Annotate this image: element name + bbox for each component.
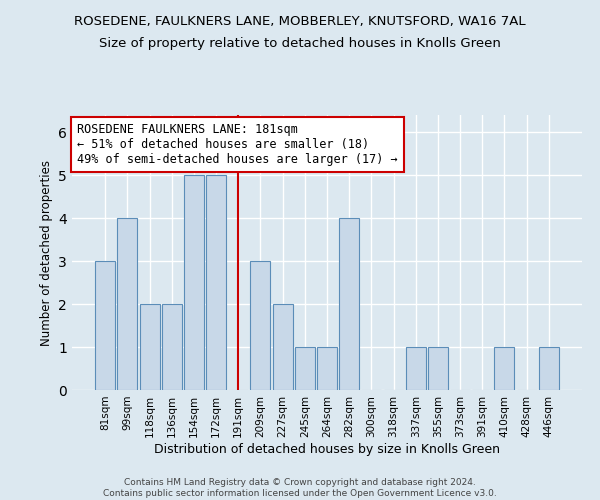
Bar <box>118 218 137 390</box>
Bar <box>250 261 271 390</box>
X-axis label: Distribution of detached houses by size in Knolls Green: Distribution of detached houses by size … <box>154 442 500 456</box>
Bar <box>184 175 204 390</box>
Bar <box>162 304 182 390</box>
Bar <box>272 304 293 390</box>
Bar <box>95 261 115 390</box>
Bar <box>206 175 226 390</box>
Bar <box>339 218 359 390</box>
Bar <box>140 304 160 390</box>
Bar <box>539 347 559 390</box>
Bar <box>317 347 337 390</box>
Text: Size of property relative to detached houses in Knolls Green: Size of property relative to detached ho… <box>99 38 501 51</box>
Bar <box>428 347 448 390</box>
Bar <box>494 347 514 390</box>
Text: ROSEDENE, FAULKNERS LANE, MOBBERLEY, KNUTSFORD, WA16 7AL: ROSEDENE, FAULKNERS LANE, MOBBERLEY, KNU… <box>74 15 526 28</box>
Y-axis label: Number of detached properties: Number of detached properties <box>40 160 53 346</box>
Text: ROSEDENE FAULKNERS LANE: 181sqm
← 51% of detached houses are smaller (18)
49% of: ROSEDENE FAULKNERS LANE: 181sqm ← 51% of… <box>77 123 398 166</box>
Bar <box>406 347 426 390</box>
Text: Contains HM Land Registry data © Crown copyright and database right 2024.
Contai: Contains HM Land Registry data © Crown c… <box>103 478 497 498</box>
Bar <box>295 347 315 390</box>
